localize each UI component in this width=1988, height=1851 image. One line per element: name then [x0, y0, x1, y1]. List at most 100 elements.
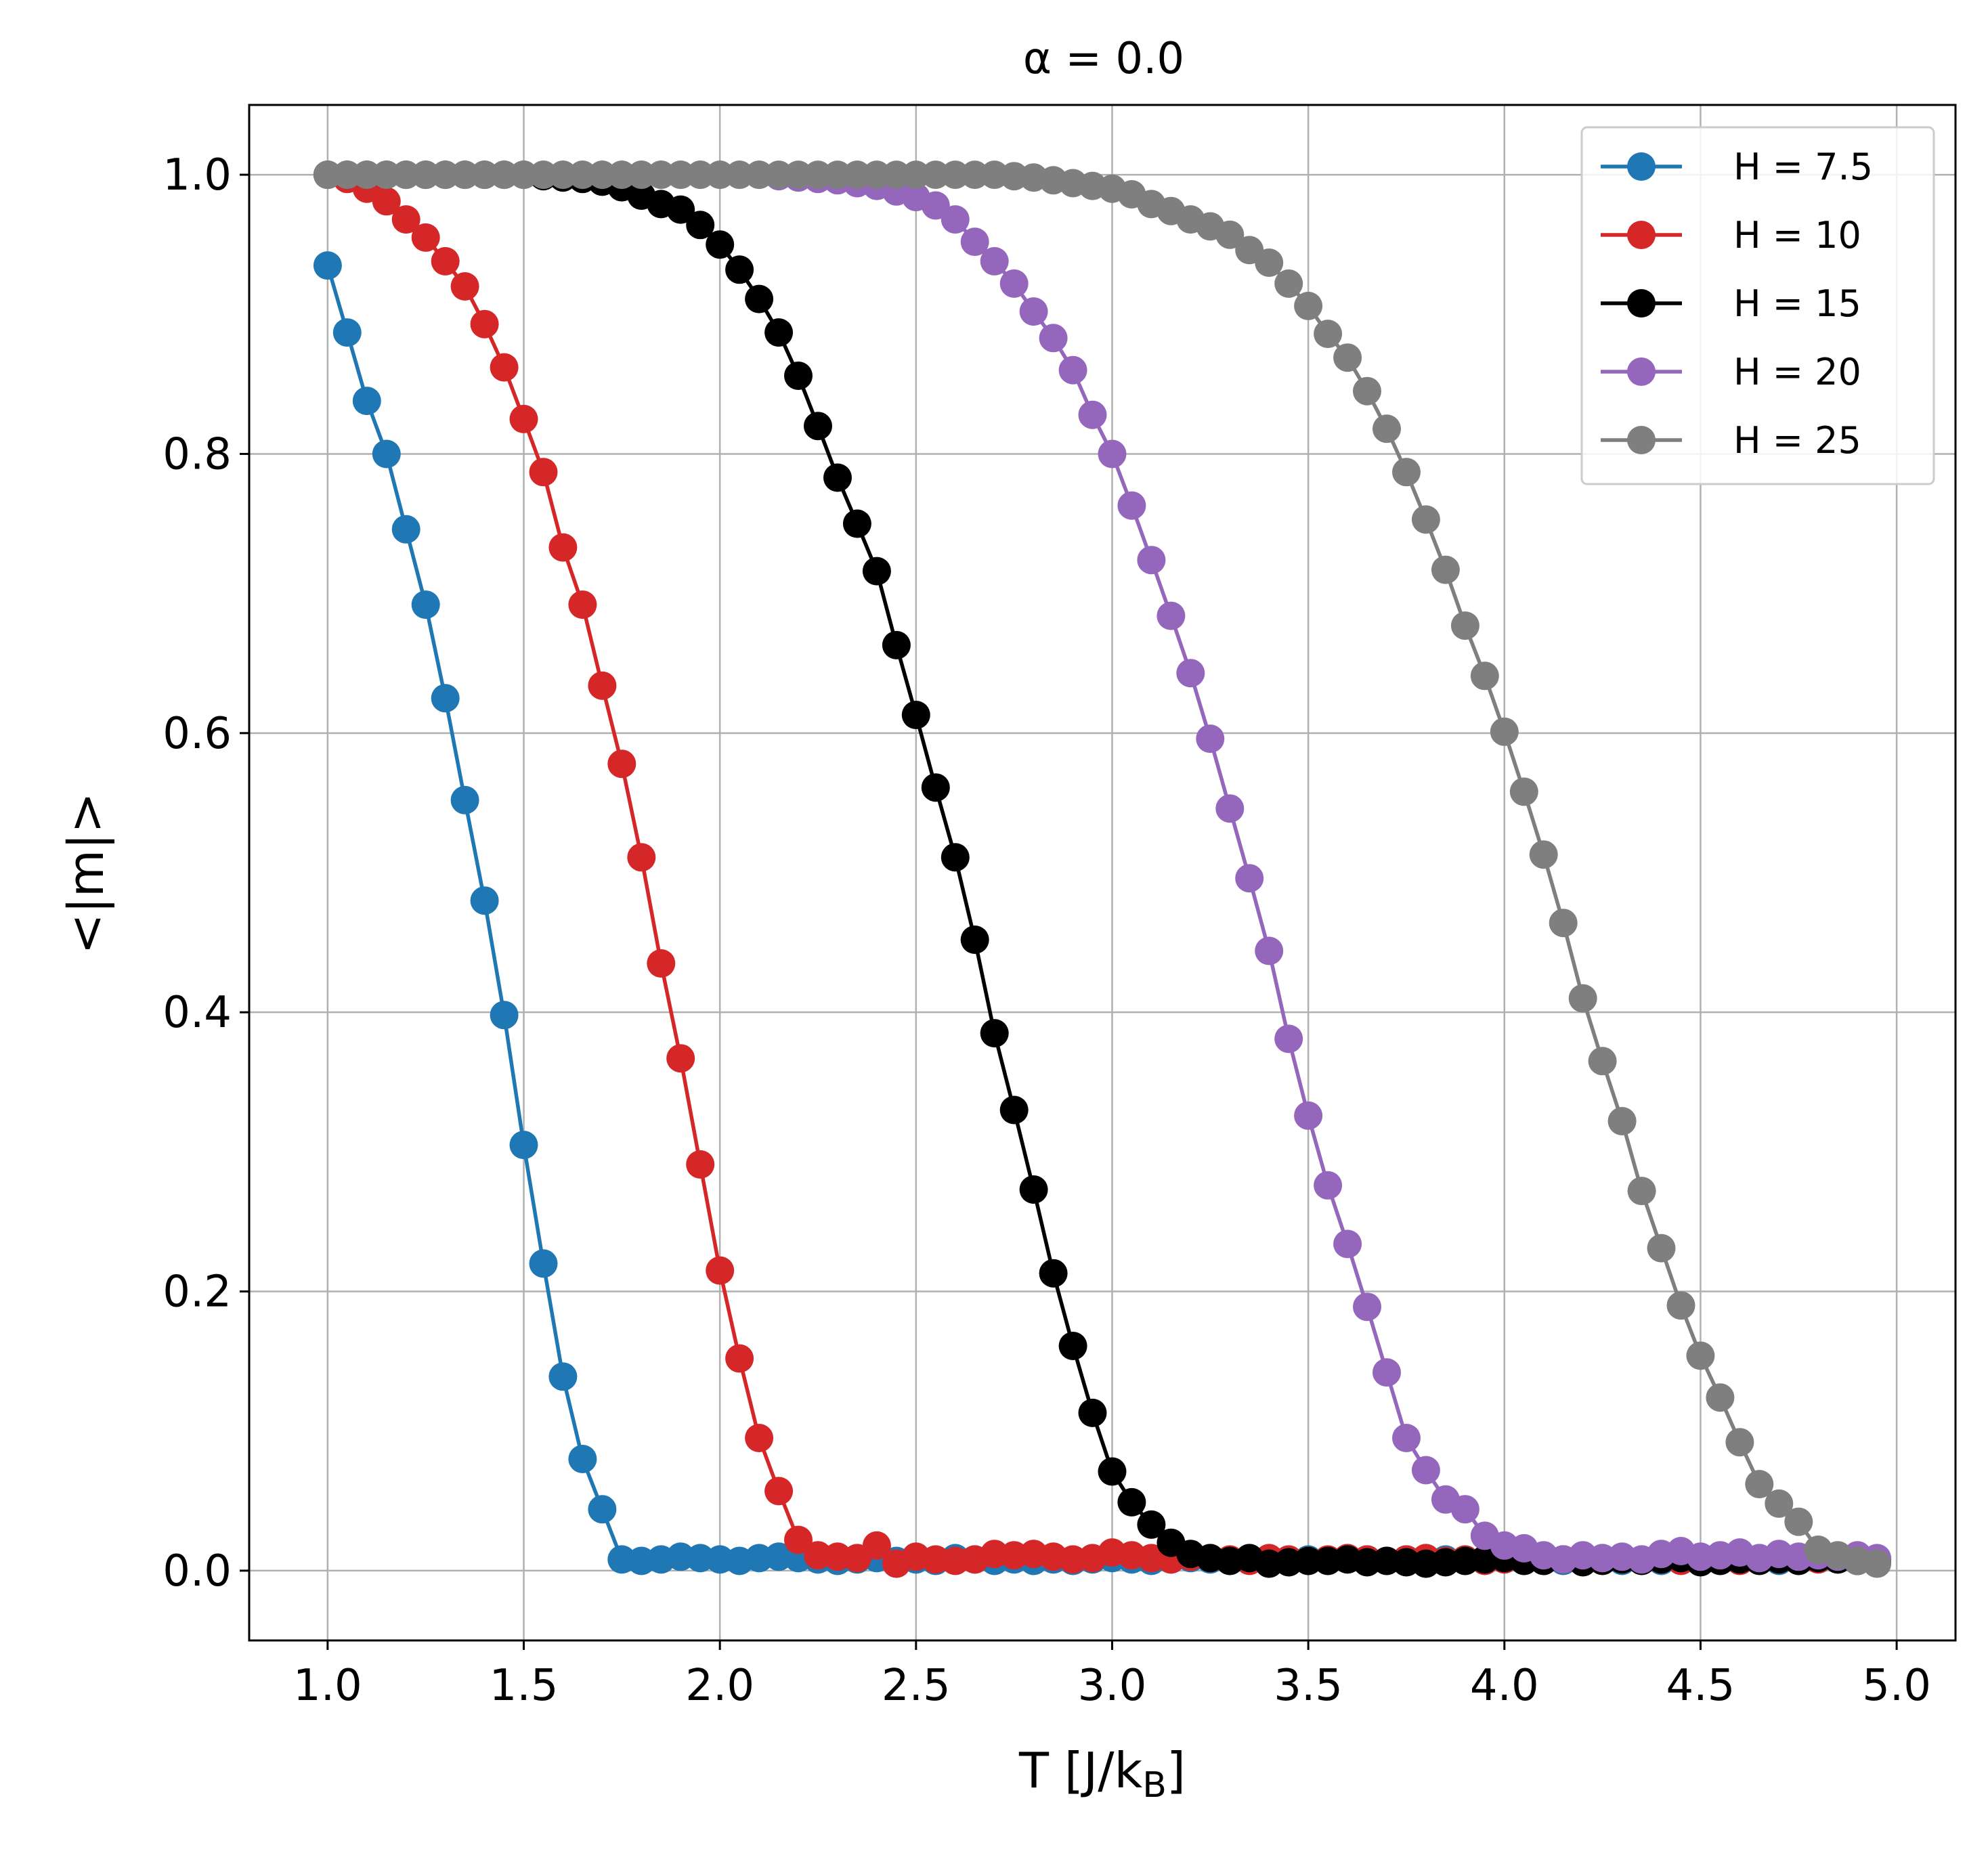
data-point: [490, 160, 519, 190]
data-point: [1058, 1332, 1087, 1360]
data-point: [529, 160, 558, 190]
data-point: [450, 160, 479, 190]
data-point: [862, 557, 891, 586]
data-point: [960, 926, 989, 954]
data-point: [1058, 355, 1087, 385]
data-point: [1353, 1292, 1381, 1322]
data-point: [509, 160, 538, 190]
data-point: [1509, 777, 1538, 806]
data-point: [901, 701, 930, 729]
data-point: [1373, 1358, 1401, 1387]
legend-item: H = 10: [1601, 214, 1861, 257]
data-point: [882, 630, 911, 659]
y-tick-label: 0.6: [163, 709, 232, 759]
data-point: [745, 160, 774, 190]
data-point: [1117, 491, 1146, 520]
data-point: [490, 1001, 519, 1030]
legend-item: H = 7.5: [1601, 146, 1873, 188]
data-point: [548, 1362, 578, 1391]
data-point: [1078, 1398, 1107, 1427]
data-point: [784, 1525, 813, 1554]
data-point: [1196, 724, 1225, 754]
data-point: [1784, 1507, 1813, 1536]
data-point: [1117, 1487, 1146, 1517]
data-point: [706, 1256, 735, 1285]
data-point: [470, 160, 499, 190]
data-point: [921, 773, 950, 802]
x-axis-label-subscript: B: [1142, 1765, 1167, 1806]
axis-ticks: 1.0 1.5 2.0 2.5 3.0 3.5 4.0 4.5 5.0 0.0 0.2 0.4 0.6 0…: [163, 150, 1931, 1711]
x-tick-label: 3.0: [1078, 1661, 1147, 1711]
data-point: [372, 187, 401, 216]
data-point: [941, 205, 970, 234]
data-point: [548, 533, 578, 562]
data-point: [411, 160, 440, 190]
legend-marker: [1627, 152, 1656, 181]
data-point: [804, 412, 832, 441]
x-axis-label: T [J/kB]: [1018, 1742, 1186, 1806]
data-point: [1314, 320, 1343, 349]
legend: H = 7.5 H = 10 H = 15 H = 20 H = 25: [1580, 126, 1935, 485]
data-point: [1215, 220, 1245, 249]
data-point: [352, 160, 381, 190]
data-point: [352, 387, 381, 416]
legend-label: H = 10: [1733, 214, 1861, 257]
data-point: [1098, 439, 1127, 469]
data-point: [686, 160, 715, 190]
data-point: [529, 1249, 558, 1278]
legend-box: [1580, 126, 1935, 485]
data-point: [607, 160, 636, 190]
data-point: [725, 1344, 754, 1373]
data-point: [431, 246, 460, 276]
data-point: [588, 671, 617, 700]
data-point: [1686, 1341, 1715, 1370]
data-point: [588, 160, 617, 190]
data-point: [1039, 324, 1068, 353]
data-point: [431, 684, 460, 713]
data-point: [1019, 1175, 1048, 1204]
data-point: [391, 160, 420, 190]
data-point: [391, 205, 420, 234]
data-point: [1450, 611, 1479, 640]
data-point: [804, 160, 832, 190]
data-point: [372, 439, 401, 469]
data-point: [764, 318, 794, 347]
legend-marker: [1627, 221, 1656, 249]
data-point: [391, 515, 420, 544]
x-tick-label: 1.5: [490, 1661, 559, 1711]
data-point: [1137, 1510, 1166, 1539]
data-point: [332, 160, 362, 190]
data-point: [745, 284, 774, 313]
data-point: [1215, 794, 1245, 823]
data-point: [627, 843, 656, 872]
data-point: [1333, 343, 1362, 372]
data-point: [1490, 717, 1519, 746]
data-point: [313, 160, 342, 190]
x-tick-label: 2.0: [685, 1661, 754, 1711]
data-point: [1039, 1259, 1068, 1288]
data-point: [568, 1445, 597, 1473]
data-point: [784, 160, 813, 190]
data-point: [1137, 546, 1166, 575]
data-point: [686, 1150, 715, 1179]
x-tick-label: 4.0: [1470, 1661, 1539, 1711]
data-point: [509, 404, 538, 433]
data-point: [1725, 1428, 1754, 1457]
y-tick-label: 0.0: [163, 1546, 232, 1596]
data-point: [1274, 269, 1303, 298]
data-point: [588, 1495, 617, 1524]
data-point: [1176, 659, 1205, 688]
data-point: [901, 160, 930, 190]
data-point: [862, 160, 891, 190]
x-tick-label: 5.0: [1862, 1661, 1931, 1711]
data-point: [1098, 1457, 1127, 1486]
data-point: [1607, 1107, 1637, 1135]
legend-label: H = 15: [1733, 282, 1861, 325]
legend-marker: [1627, 289, 1656, 318]
data-point: [1392, 458, 1421, 487]
y-tick-label: 0.8: [163, 429, 232, 479]
data-point: [666, 160, 695, 190]
data-point: [1294, 291, 1323, 320]
x-tick-label: 1.0: [293, 1661, 362, 1711]
